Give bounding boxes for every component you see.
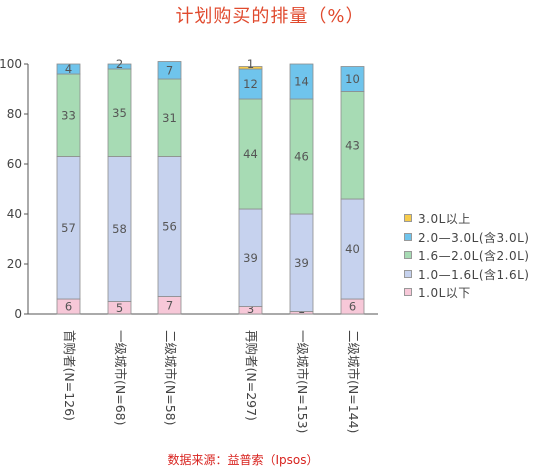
bar-segment bbox=[340, 66, 365, 92]
data-label: 44 bbox=[243, 147, 258, 161]
category-label: 一级城市(N=68) bbox=[113, 330, 128, 425]
data-label: 6 bbox=[349, 300, 356, 314]
bar-segment bbox=[56, 63, 81, 75]
legend-label: 2.0—3.0L(含3.0L) bbox=[418, 230, 530, 245]
data-label: 12 bbox=[243, 77, 258, 91]
chart-title: 计划购买的排量（%） bbox=[175, 6, 365, 27]
data-label: 5 bbox=[116, 301, 123, 315]
bar-segment bbox=[289, 63, 314, 100]
data-source-note: 数据来源：益普索（Ipsos） bbox=[167, 453, 319, 467]
category-label: 再购者(N=297) bbox=[244, 330, 259, 421]
data-label: 56 bbox=[162, 220, 177, 234]
legend-label: 1.0—1.6L(含1.6L) bbox=[418, 267, 530, 282]
legend-label: 1.0L以下 bbox=[418, 286, 471, 300]
bar-segment bbox=[107, 63, 132, 70]
data-label: 46 bbox=[294, 150, 309, 164]
y-tick-label: 0 bbox=[14, 307, 22, 321]
legend-swatch-1-0-1-6l bbox=[404, 269, 412, 278]
y-tick-label: 60 bbox=[7, 157, 22, 171]
bar-segment bbox=[157, 61, 182, 80]
data-label: 43 bbox=[345, 138, 360, 152]
data-label: 40 bbox=[345, 242, 360, 256]
data-label: 1 bbox=[247, 57, 254, 71]
legend-swatch-below-1-0l bbox=[404, 288, 412, 296]
data-label: 2 bbox=[116, 57, 123, 71]
legend-label: 1.6—2.0L(含2.0L) bbox=[418, 249, 530, 263]
category-label: 一级城市(N=153) bbox=[295, 330, 310, 433]
y-tick-label: 40 bbox=[7, 207, 22, 221]
legend-swatch-2-0-3-0l bbox=[404, 232, 412, 241]
data-label: 3 bbox=[247, 302, 254, 316]
data-label: 14 bbox=[294, 75, 309, 89]
bar-segment bbox=[238, 66, 263, 70]
y-tick-label: 80 bbox=[7, 107, 22, 121]
y-tick-label: 20 bbox=[7, 257, 22, 271]
category-label: 二级城市(N=58) bbox=[163, 330, 178, 425]
legend-swatch-above-3-0l bbox=[404, 214, 412, 222]
data-label: 57 bbox=[61, 221, 76, 235]
data-label: 31 bbox=[162, 111, 177, 125]
data-label: 4 bbox=[65, 62, 72, 76]
category-label: 二级城市(N=144) bbox=[346, 330, 361, 433]
data-label: 58 bbox=[112, 222, 127, 236]
data-label: 10 bbox=[345, 72, 360, 86]
data-label: 33 bbox=[61, 108, 76, 122]
data-label: 35 bbox=[112, 106, 127, 120]
data-label: 39 bbox=[294, 256, 309, 270]
data-label: 7 bbox=[166, 63, 173, 77]
category-label: 首购者(N=126) bbox=[62, 330, 77, 421]
y-tick-label: 100 bbox=[0, 57, 22, 71]
data-label: 6 bbox=[65, 300, 72, 314]
legend-swatch-1-6-2-0l bbox=[404, 251, 412, 259]
legend-label: 3.0L以上 bbox=[418, 212, 471, 226]
data-label: 7 bbox=[166, 298, 173, 312]
data-label: 39 bbox=[243, 251, 258, 265]
